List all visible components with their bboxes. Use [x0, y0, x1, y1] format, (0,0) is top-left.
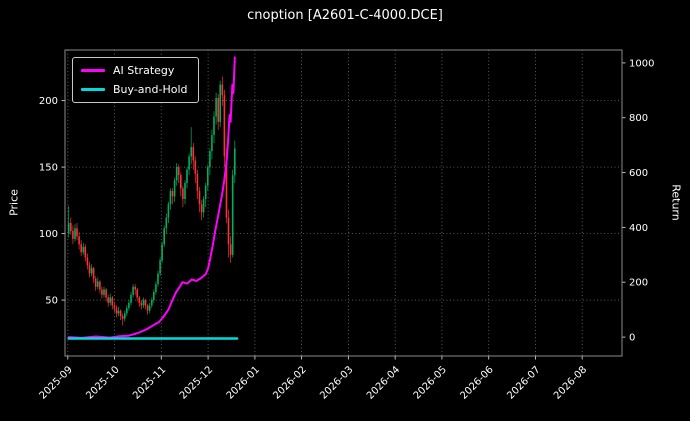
svg-text:2025-09: 2025-09 [38, 364, 75, 401]
chart-title: cnoption [A2601-C-4000.DCE] [247, 8, 443, 23]
svg-text:150: 150 [39, 163, 58, 174]
svg-text:2026-01: 2026-01 [225, 364, 262, 401]
svg-text:1000: 1000 [629, 58, 654, 69]
svg-text:200: 200 [39, 96, 58, 107]
legend-item-buy-and-hold: Buy-and-Hold [81, 83, 188, 96]
left-axis-title: Price [7, 189, 21, 216]
svg-text:800: 800 [629, 113, 648, 124]
svg-text:2026-06: 2026-06 [458, 364, 495, 401]
buy-and-hold-line-swatch [81, 88, 105, 91]
svg-text:50: 50 [45, 296, 58, 307]
svg-text:2026-02: 2026-02 [271, 364, 308, 401]
svg-text:2026-08: 2026-08 [552, 364, 589, 401]
svg-text:2026-05: 2026-05 [412, 364, 449, 401]
svg-text:2026-03: 2026-03 [318, 364, 355, 401]
svg-text:2025-12: 2025-12 [178, 364, 215, 401]
legend-label-buy-and-hold: Buy-and-Hold [113, 83, 188, 96]
ai-strategy-line-swatch [81, 69, 105, 72]
svg-text:2025-11: 2025-11 [131, 364, 168, 401]
svg-text:200: 200 [629, 278, 648, 289]
svg-text:2026-04: 2026-04 [365, 364, 402, 401]
legend-label-ai-strategy: AI Strategy [113, 64, 175, 77]
legend: AI Strategy Buy-and-Hold [72, 57, 199, 103]
svg-text:2026-07: 2026-07 [505, 364, 542, 401]
legend-item-ai-strategy: AI Strategy [81, 64, 188, 77]
svg-text:100: 100 [39, 229, 58, 240]
svg-text:0: 0 [629, 333, 635, 344]
svg-text:400: 400 [629, 223, 648, 234]
right-axis-title: Return [669, 184, 683, 221]
svg-text:600: 600 [629, 168, 648, 179]
svg-text:2025-10: 2025-10 [84, 364, 121, 401]
